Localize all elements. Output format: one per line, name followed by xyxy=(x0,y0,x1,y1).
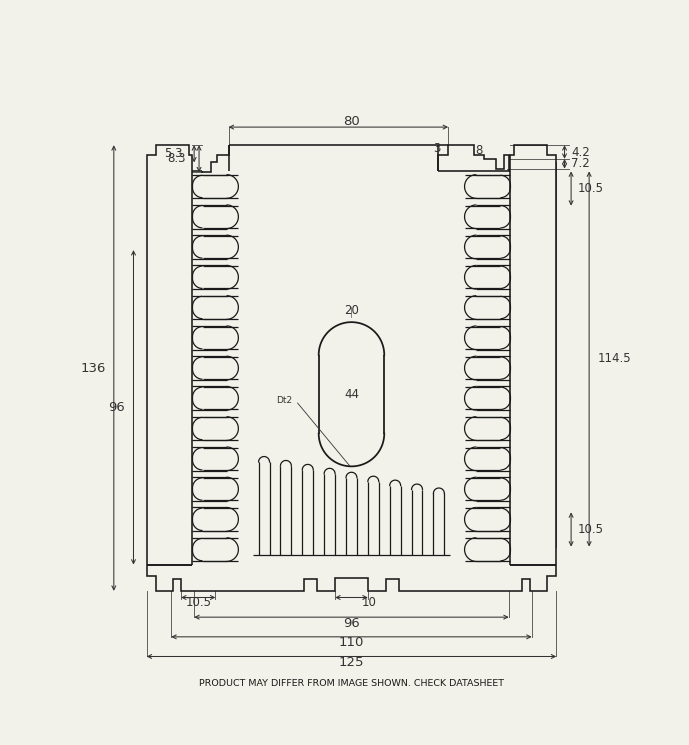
Text: 110: 110 xyxy=(339,636,364,649)
Text: 10.5: 10.5 xyxy=(186,596,212,609)
Text: 136: 136 xyxy=(80,361,105,375)
Text: 80: 80 xyxy=(343,115,360,127)
Text: 125: 125 xyxy=(339,656,364,669)
Text: 7.2: 7.2 xyxy=(571,157,590,171)
Text: 20: 20 xyxy=(344,304,359,317)
Text: 10: 10 xyxy=(361,596,376,609)
Text: 4.2: 4.2 xyxy=(571,145,590,159)
Text: 96: 96 xyxy=(109,401,125,414)
Text: Dt2: Dt2 xyxy=(276,396,292,405)
Text: 5.3: 5.3 xyxy=(164,147,183,160)
Text: 114.5: 114.5 xyxy=(597,352,631,365)
Text: 10.5: 10.5 xyxy=(577,182,604,195)
Text: 8.3: 8.3 xyxy=(167,152,186,165)
Text: PRODUCT MAY DIFFER FROM IMAGE SHOWN. CHECK DATASHEET: PRODUCT MAY DIFFER FROM IMAGE SHOWN. CHE… xyxy=(199,679,504,688)
Text: 8: 8 xyxy=(475,144,483,156)
Text: 3: 3 xyxy=(433,142,440,155)
Text: 10.5: 10.5 xyxy=(577,523,604,536)
Text: 96: 96 xyxy=(343,617,360,630)
Text: 44: 44 xyxy=(344,387,359,401)
